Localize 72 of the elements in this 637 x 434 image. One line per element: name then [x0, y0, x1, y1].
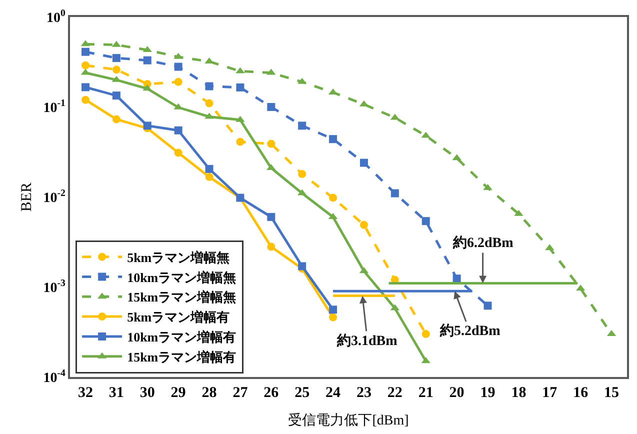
- annotation: 約5.2dBm: [439, 323, 501, 339]
- point: [112, 54, 120, 62]
- legend-label: 10kmラマン増幅有: [127, 330, 236, 345]
- x-tick-label: 30: [140, 384, 155, 401]
- x-tick-label: 29: [170, 384, 186, 401]
- point: [81, 96, 90, 104]
- point: [143, 122, 152, 130]
- x-tick-label: 17: [542, 384, 558, 401]
- point: [298, 122, 306, 130]
- point: [236, 83, 244, 92]
- point: [205, 82, 214, 90]
- point: [81, 48, 90, 56]
- x-tick-label: 20: [449, 384, 464, 401]
- point: [298, 262, 306, 270]
- point: [174, 62, 182, 71]
- annotation: 約3.1dBm: [336, 333, 398, 349]
- point: [267, 140, 276, 148]
- point: [81, 61, 90, 70]
- point: [81, 83, 90, 92]
- point: [422, 330, 430, 338]
- legend-label: 5kmラマン増幅無: [127, 250, 230, 265]
- point: [174, 78, 182, 86]
- x-tick-label: 15: [604, 384, 620, 401]
- point: [267, 103, 276, 111]
- y-axis-title: BER: [19, 182, 36, 212]
- point: [174, 148, 182, 157]
- point: [205, 172, 214, 181]
- x-tick-label: 24: [326, 384, 342, 401]
- point: [484, 302, 492, 310]
- y-tick-label: 10$^{-4}$: [43, 368, 66, 386]
- point: [329, 194, 338, 202]
- point: [298, 170, 306, 178]
- y-tick-label: 10$^{-1}$: [43, 98, 66, 116]
- x-tick-label: 19: [480, 384, 496, 401]
- point: [112, 115, 120, 124]
- x-tick-label: 27: [232, 384, 248, 401]
- point: [360, 158, 368, 167]
- legend-label: 15kmラマン増幅有: [127, 349, 236, 364]
- point: [452, 274, 461, 283]
- legend-label: 15kmラマン増幅無: [127, 290, 236, 305]
- x-tick-label: 23: [356, 384, 372, 401]
- point: [236, 138, 244, 146]
- x-axis-title: 受信電力低下[dBm]: [288, 412, 409, 429]
- point: [329, 306, 338, 314]
- point: [360, 220, 368, 229]
- y-tick-label: 10$^{0}$: [46, 8, 66, 26]
- point: [422, 217, 430, 226]
- x-tick-label: 18: [511, 384, 526, 401]
- y-tick-label: 10$^{-2}$: [43, 188, 66, 206]
- point: [329, 313, 338, 322]
- point: [267, 242, 276, 251]
- x-tick-label: 21: [418, 384, 434, 401]
- point: [205, 99, 214, 108]
- y-tick-label: 10$^{-3}$: [43, 278, 66, 296]
- point: [112, 92, 120, 100]
- x-tick-label: 28: [202, 384, 217, 401]
- legend-label: 10kmラマン増幅無: [127, 270, 236, 285]
- x-tick-label: 25: [294, 384, 310, 401]
- legend-label: 5kmラマン増幅有: [127, 310, 230, 325]
- annotation: 約6.2dBm: [452, 235, 514, 251]
- x-tick-label: 26: [264, 384, 280, 401]
- x-tick-label: 22: [387, 384, 402, 401]
- x-tick-label: 31: [108, 384, 124, 401]
- point: [205, 164, 214, 173]
- point: [329, 135, 338, 144]
- point: [112, 66, 120, 74]
- point: [390, 189, 399, 198]
- point: [174, 126, 182, 134]
- x-tick-label: 32: [78, 384, 93, 401]
- point: [267, 212, 276, 221]
- x-tick-label: 16: [573, 384, 589, 401]
- point: [143, 56, 152, 64]
